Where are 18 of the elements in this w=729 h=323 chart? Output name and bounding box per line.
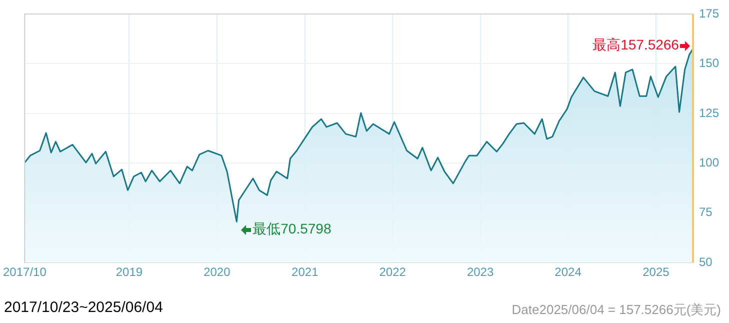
x-tick-label: 2017/10 xyxy=(2,265,47,280)
text: 2017/10/23~2025/06/04 xyxy=(4,299,163,316)
x-tick-label: 2019 xyxy=(116,265,143,280)
y-tick-label: 125 xyxy=(698,106,720,120)
x-tick-label: 2024 xyxy=(554,265,582,280)
text: Date2025/06/04 = 157.5266元(美元) xyxy=(512,301,721,319)
y-tick-label: 75 xyxy=(698,205,713,220)
x-tick-label: 2020 xyxy=(204,265,231,280)
y-tick-label: 50 xyxy=(698,254,713,269)
annotation: 最低70.5798 xyxy=(252,220,332,237)
x-tick-label: 2023 xyxy=(466,265,494,280)
y-tick-label: 100 xyxy=(698,155,720,170)
annotation: 最高157.5266 xyxy=(592,36,680,53)
y-tick-label: 150 xyxy=(698,56,720,70)
x-tick-label: 2025 xyxy=(642,265,670,280)
x-tick-label: 2021 xyxy=(292,265,319,280)
y-tick-label: 175 xyxy=(698,6,720,20)
x-tick-label: 2022 xyxy=(379,265,406,280)
